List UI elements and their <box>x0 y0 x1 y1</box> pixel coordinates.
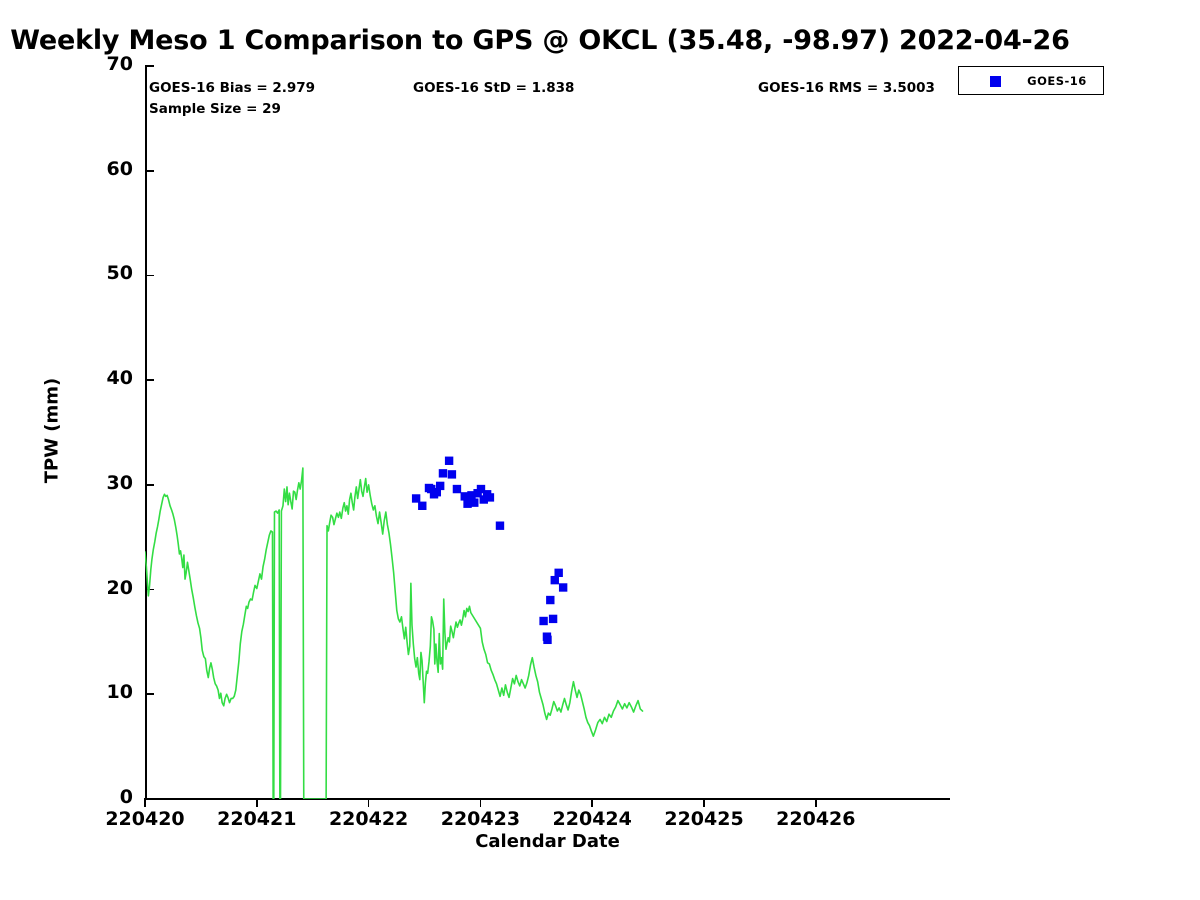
goes16-data-point <box>550 575 559 585</box>
x-tick-label-220423: 220423 <box>440 808 521 830</box>
y-tick-50 <box>145 274 154 277</box>
x-tick-220426 <box>815 798 817 807</box>
x-tick-label-220424: 220424 <box>552 808 632 830</box>
x-tick-220420 <box>144 798 146 807</box>
goes16-data-point <box>444 456 454 465</box>
y-tick-label-70: 70 <box>106 53 133 75</box>
y-tick-label-60: 60 <box>106 157 133 180</box>
gps-line-path <box>145 467 644 799</box>
y-tick-30 <box>145 484 154 486</box>
x-tick-label-220420: 220420 <box>105 808 185 830</box>
goes16-data-point <box>418 501 427 510</box>
y-tick-label-50: 50 <box>106 262 133 285</box>
x-tick-220425 <box>703 798 705 807</box>
goes16-data-point <box>476 484 486 494</box>
stat-sample-size-label: Sample Size = 29 <box>149 101 281 117</box>
y-tick-label-30: 30 <box>106 471 133 494</box>
goes16-data-point <box>452 484 462 494</box>
y-tick-label-20: 20 <box>106 576 133 599</box>
plot-canvas <box>145 456 644 799</box>
legend-swatch-goes16-icon <box>990 76 1001 87</box>
x-axis-title: Calendar Date <box>475 831 620 852</box>
y-axis-title: TPW (mm) <box>41 377 63 484</box>
goes16-data-point <box>435 481 445 491</box>
y-tick-label-0: 0 <box>119 786 133 808</box>
stat-rms-label: GOES-16 RMS = 3.5003 <box>758 80 935 96</box>
legend-label-goes16: GOES-16 <box>1027 74 1087 88</box>
goes16-data-point <box>495 521 505 530</box>
legend-box: GOES-16 <box>958 66 1104 95</box>
goes16-data-point <box>467 491 476 500</box>
goes16-data-point <box>411 494 421 503</box>
y-axis-line <box>145 66 147 799</box>
y-tick-label-10: 10 <box>106 681 133 704</box>
goes16-data-point <box>539 616 548 626</box>
chart-title: Weekly Meso 1 Comparison to GPS @ OKCL (… <box>10 25 1070 56</box>
goes16-data-point <box>463 499 472 508</box>
goes16-data-point <box>438 469 448 478</box>
y-tick-0 <box>145 798 154 800</box>
x-tick-220422 <box>367 798 370 807</box>
x-tick-220423 <box>479 798 482 807</box>
y-tick-40 <box>145 379 154 381</box>
x-tick-label-220426: 220426 <box>776 808 856 830</box>
goes16-data-point <box>485 493 495 502</box>
y-tick-label-40: 40 <box>106 367 133 390</box>
x-axis-line <box>145 798 950 800</box>
plot-area <box>145 66 950 799</box>
goes16-data-point <box>546 595 555 605</box>
goes16-data-point <box>548 614 558 624</box>
stat-bias-label: GOES-16 Bias = 2.979 <box>149 80 316 96</box>
stat-std-label: GOES-16 StD = 1.838 <box>413 80 575 96</box>
y-tick-60 <box>145 169 154 172</box>
goes16-scatter-series <box>411 456 568 645</box>
goes16-data-point <box>460 492 469 501</box>
x-tick-220421 <box>256 798 258 807</box>
x-tick-label-220425: 220425 <box>664 808 744 830</box>
goes16-data-point <box>543 635 552 645</box>
goes16-data-point <box>427 484 436 494</box>
goes16-data-point <box>558 583 568 592</box>
goes16-data-point <box>447 470 457 479</box>
goes16-data-point <box>470 498 479 507</box>
x-tick-label-220422: 220422 <box>328 808 409 830</box>
y-tick-10 <box>145 693 154 696</box>
goes16-data-point <box>479 495 488 504</box>
y-tick-70 <box>145 65 154 67</box>
x-tick-220424 <box>591 798 594 807</box>
goes16-data-point <box>432 487 442 497</box>
gps-line-series <box>145 467 644 799</box>
x-tick-label-220421: 220421 <box>217 808 297 830</box>
goes16-data-point <box>554 568 563 578</box>
